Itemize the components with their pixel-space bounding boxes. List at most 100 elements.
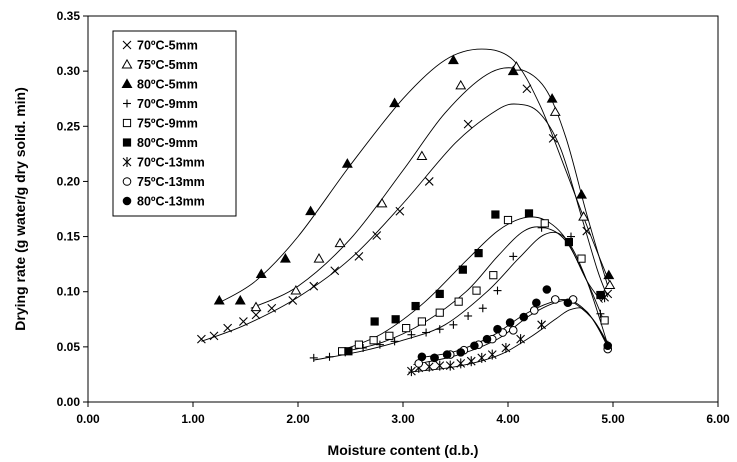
data-point-75-c-5mm — [334, 237, 346, 248]
data-point-75-c-9mm — [540, 219, 549, 228]
data-point-70-c-9mm — [422, 328, 431, 337]
data-point-75-c-13mm — [508, 326, 518, 335]
legend-marker-75-c-9mm — [122, 118, 132, 128]
data-point-70-c-5mm — [372, 231, 382, 240]
data-point-75-c-5mm — [250, 301, 262, 312]
x-axis: 0.00 1.00 2.00 3.00 4.00 5.00 6.00 — [76, 402, 730, 426]
data-point-80-c-5mm — [603, 269, 615, 280]
data-point-80-c-9mm — [491, 210, 500, 219]
data-point-70-c-5mm — [582, 226, 592, 236]
legend-label-75-c-5mm: 75ºC-5mm — [137, 58, 198, 72]
data-point-75-c-9mm — [354, 340, 363, 349]
data-point-70-c-9mm — [375, 340, 384, 349]
data-point-75-c-9mm — [503, 215, 513, 225]
data-point-80-c-13mm — [542, 285, 552, 294]
data-point-80-c-5mm — [389, 97, 401, 108]
data-point-70-c-9mm — [509, 252, 518, 261]
legend-marker-70-c-5mm — [122, 40, 132, 50]
data-point-75-c-9mm — [402, 324, 411, 333]
legend-marker-80-c-9mm — [122, 138, 132, 147]
data-point-70-c-13mm — [501, 342, 511, 353]
data-point-70-c-13mm — [435, 360, 445, 371]
x-tick-label: 3.00 — [391, 412, 415, 426]
data-point-80-c-5mm — [507, 65, 519, 76]
data-point-70-c-5mm — [424, 177, 434, 186]
legend-marker-80-c-5mm — [121, 78, 133, 88]
data-point-70-c-13mm — [477, 352, 487, 363]
data-point-75-c-5mm — [313, 253, 325, 263]
data-point-80-c-5mm — [305, 205, 317, 216]
data-point-70-c-13mm — [466, 356, 476, 367]
legend-marker-75-c-13mm — [122, 177, 132, 186]
data-point-80-c-5mm — [279, 253, 291, 263]
data-point-70-c-5mm — [197, 334, 206, 344]
data-point-70-c-9mm — [493, 286, 502, 295]
legend-label-75-c-13mm: 75ºC-13mm — [137, 175, 205, 189]
data-point-70-c-5mm — [251, 310, 261, 320]
data-point-70-c-5mm — [395, 206, 405, 216]
legend-marker-75-c-5mm — [121, 58, 133, 69]
data-point-80-c-13mm — [417, 352, 427, 362]
data-point-80-c-13mm — [442, 350, 452, 359]
data-point-70-c-9mm — [435, 325, 444, 334]
data-point-70-c-5mm — [267, 303, 277, 313]
data-point-80-c-9mm — [435, 289, 444, 299]
y-axis-title: Drying rate (g water/g dry solid. min) — [12, 87, 28, 330]
data-point-70-c-5mm — [522, 84, 532, 94]
legend-label-80-c-13mm: 80ºC-13mm — [137, 195, 205, 209]
data-point-75-c-5mm — [578, 211, 590, 221]
data-point-70-c-13mm — [407, 366, 416, 377]
data-point-70-c-13mm — [537, 319, 546, 330]
data-point-80-c-13mm — [456, 348, 466, 357]
y-tick-label: 0.30 — [57, 64, 81, 78]
data-point-75-c-5mm — [455, 79, 467, 90]
x-tick-label: 0.00 — [76, 412, 100, 426]
data-point-70-c-9mm — [390, 337, 399, 346]
data-point-75-c-5mm — [290, 285, 302, 295]
data-point-80-c-13mm — [430, 353, 439, 363]
data-point-70-c-9mm — [478, 304, 487, 313]
y-tick-label: 0.10 — [57, 285, 81, 299]
data-point-75-c-9mm — [417, 317, 426, 326]
data-point-80-c-5mm — [234, 294, 246, 305]
data-point-75-c-9mm — [454, 297, 463, 306]
fit-curve-75-c-5mm — [250, 67, 609, 309]
x-tick-label: 2.00 — [286, 412, 310, 426]
data-point-80-c-9mm — [411, 301, 420, 311]
y-tick-label: 0.00 — [57, 395, 81, 409]
data-point-70-c-5mm — [223, 323, 233, 333]
data-point-70-c-13mm — [445, 360, 455, 371]
legend-marker-70-c-13mm — [122, 157, 132, 167]
data-point-75-c-9mm — [577, 254, 586, 263]
data-point-80-c-5mm — [213, 294, 225, 305]
data-point-80-c-9mm — [524, 209, 534, 218]
legend-label-70-c-5mm: 70ºC-5mm — [137, 39, 198, 53]
legend-label-75-c-9mm: 75ºC-9mm — [137, 117, 198, 131]
x-tick-label: 6.00 — [706, 412, 730, 426]
data-point-75-c-9mm — [385, 331, 394, 340]
data-point-80-c-13mm — [563, 298, 573, 308]
data-point-70-c-5mm — [239, 317, 248, 326]
data-markers — [197, 54, 616, 377]
legend-label-80-c-9mm: 80ºC-9mm — [137, 136, 198, 150]
data-point-80-c-13mm — [603, 341, 613, 351]
y-tick-label: 0.15 — [57, 230, 81, 244]
data-point-80-c-9mm — [474, 249, 483, 258]
y-tick-label: 0.05 — [57, 340, 81, 354]
data-point-80-c-5mm — [546, 93, 558, 103]
data-point-70-c-5mm — [354, 252, 364, 261]
data-point-70-c-5mm — [288, 296, 298, 305]
data-point-70-c-13mm — [456, 358, 466, 369]
data-point-70-c-9mm — [449, 320, 458, 329]
data-point-70-c-9mm — [464, 311, 473, 320]
data-point-80-c-13mm — [532, 298, 541, 308]
data-point-80-c-13mm — [519, 312, 529, 322]
data-point-75-c-5mm — [376, 197, 388, 208]
x-tick-label: 5.00 — [601, 412, 625, 426]
data-point-75-c-13mm — [550, 295, 560, 304]
data-point-80-c-9mm — [564, 237, 573, 247]
data-point-75-c-9mm — [472, 286, 481, 295]
data-point-75-c-9mm — [435, 308, 444, 317]
data-point-75-c-9mm — [369, 336, 378, 345]
